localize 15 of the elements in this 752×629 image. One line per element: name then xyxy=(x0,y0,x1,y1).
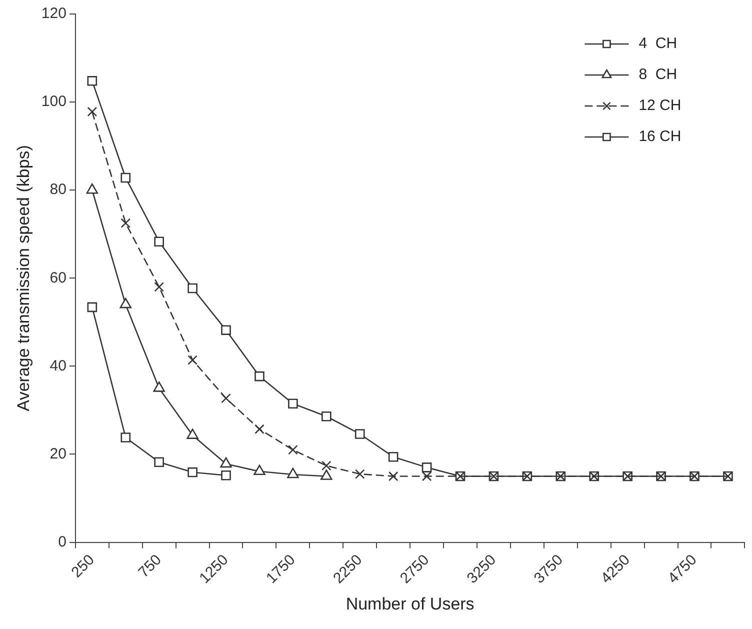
legend-label: 12 CH xyxy=(638,97,682,114)
y-tick-label: 60 xyxy=(50,269,66,286)
x-tick-label: 250 xyxy=(68,551,98,582)
y-tick-label: 80 xyxy=(50,181,66,198)
y-tick-label: 0 xyxy=(58,533,66,550)
y-tick-label: 20 xyxy=(50,445,66,462)
x-tick-label: 750 xyxy=(135,551,165,582)
y-tick-label: 120 xyxy=(41,5,66,22)
y-tick-label: 40 xyxy=(50,357,66,374)
x-axis-title: Number of Users xyxy=(346,594,474,614)
legend-label: 16 CH xyxy=(638,128,682,146)
legend-label: 4 CH xyxy=(638,35,678,52)
legend-label: 8 CH xyxy=(638,66,678,84)
y-tick-label: 100 xyxy=(41,93,66,110)
y-axis-title: Average transmission speed (kbps) xyxy=(14,145,33,412)
